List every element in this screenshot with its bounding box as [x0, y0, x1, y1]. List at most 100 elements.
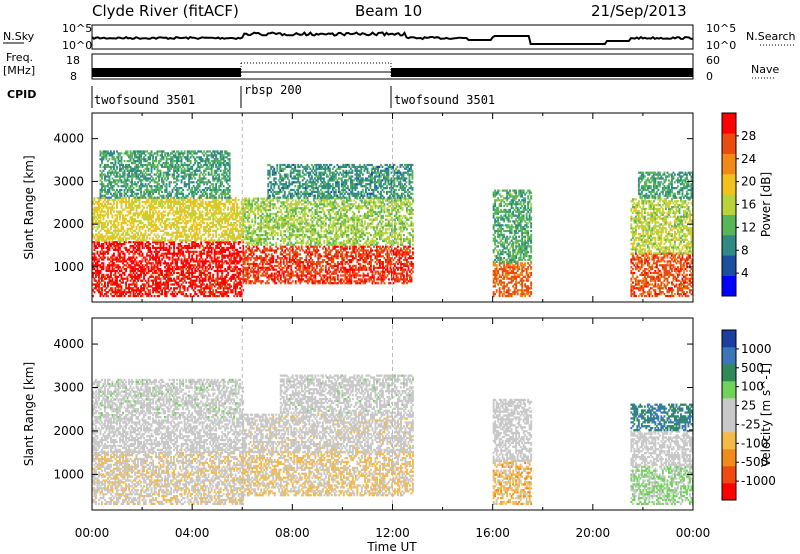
power-cell: [204, 266, 207, 269]
power-cell: [147, 233, 150, 236]
power-cell: [207, 250, 210, 253]
power-cell: [128, 173, 130, 176]
power-cell: [147, 220, 150, 223]
power-cell: [237, 235, 240, 238]
power-cell: [177, 222, 180, 225]
power-cell: [168, 190, 171, 194]
power-cell: [179, 268, 181, 271]
power-cell: [117, 152, 120, 155]
power-cell: [122, 216, 124, 219]
power-cell: [150, 222, 153, 225]
power-cell: [195, 258, 198, 261]
power-cell: [116, 210, 118, 213]
power-cell: [95, 210, 97, 213]
power-cell: [317, 259, 320, 262]
power-cell: [200, 171, 203, 174]
power-cell: [99, 152, 102, 155]
power-cell: [137, 165, 139, 169]
power-cell: [203, 269, 206, 273]
power-cell: [273, 282, 276, 285]
power-cell: [225, 220, 228, 223]
power-cell: [180, 283, 183, 286]
power-cell: [171, 175, 174, 178]
power-cell: [104, 241, 106, 244]
power-cell: [231, 233, 234, 236]
beam-title: Beam 10: [355, 2, 422, 20]
power-cell: [123, 208, 126, 211]
power-cell: [98, 198, 100, 202]
power-cell: [201, 283, 204, 286]
power-cell: [164, 293, 166, 296]
power-cell: [324, 278, 327, 281]
power-cell: [227, 206, 230, 209]
power-cell: [117, 239, 120, 242]
power-cell: [243, 251, 246, 254]
power-cell: [203, 294, 206, 298]
power-cell: [132, 244, 135, 248]
power-cell: [209, 294, 212, 298]
power-cell: [132, 266, 135, 269]
freq-panel-frame: [91, 53, 694, 80]
power-cell: [140, 273, 142, 277]
power-cell: [173, 252, 175, 255]
power-cell: [192, 196, 195, 199]
power-cell: [288, 276, 291, 279]
power-cell: [206, 167, 209, 170]
power-cell: [224, 243, 227, 246]
power-cell: [249, 259, 252, 262]
power-cell: [132, 269, 135, 273]
power-cell: [210, 222, 213, 225]
power-cell: [156, 196, 159, 199]
power-cell: [144, 158, 147, 161]
power-cell: [197, 262, 200, 265]
power-cell: [155, 243, 157, 246]
power-cell: [114, 163, 117, 167]
power-cell: [146, 167, 148, 170]
power-cell: [212, 289, 215, 292]
power-cell: [119, 256, 121, 259]
power-cell: [176, 216, 178, 219]
power-cell: [260, 255, 263, 258]
power-cell: [182, 177, 185, 180]
power-cell: [141, 266, 144, 269]
power-cell: [138, 244, 141, 248]
power-cell: [162, 150, 165, 153]
power-cell: [240, 281, 243, 284]
power-cell: [231, 237, 234, 240]
power-cell: [219, 281, 222, 284]
power-cell: [93, 225, 96, 229]
power-cell: [126, 175, 129, 178]
power-cell: [138, 169, 141, 172]
power-cell: [140, 268, 142, 271]
power-cell: [183, 264, 186, 267]
power-cell: [272, 257, 275, 260]
power-cell: [212, 175, 215, 178]
power-cell: [140, 279, 142, 282]
power-cell: [245, 259, 248, 262]
power-cell: [228, 235, 231, 238]
power-cell: [152, 156, 154, 159]
power-cell: [222, 204, 225, 207]
power-cell: [327, 268, 330, 271]
power-cell: [131, 275, 133, 278]
power-cell: [92, 241, 94, 244]
power-cell: [176, 190, 178, 194]
power-cell: [207, 224, 210, 227]
power-cell: [282, 245, 285, 248]
power-cell: [252, 245, 255, 248]
power-cell: [206, 183, 209, 186]
power-cell: [207, 248, 210, 252]
power-cell: [168, 248, 171, 252]
power-cell: [197, 243, 200, 246]
power-cell: [227, 169, 230, 172]
power-cell: [201, 204, 204, 207]
power-cell: [129, 287, 132, 290]
power-cell: [141, 194, 144, 197]
power-cell: [119, 260, 121, 263]
power-cell: [161, 177, 163, 180]
power-cell: [222, 289, 225, 292]
power-cell: [150, 218, 153, 221]
power-cell: [227, 241, 230, 244]
power-cell: [158, 188, 160, 192]
power-cell: [227, 246, 230, 250]
